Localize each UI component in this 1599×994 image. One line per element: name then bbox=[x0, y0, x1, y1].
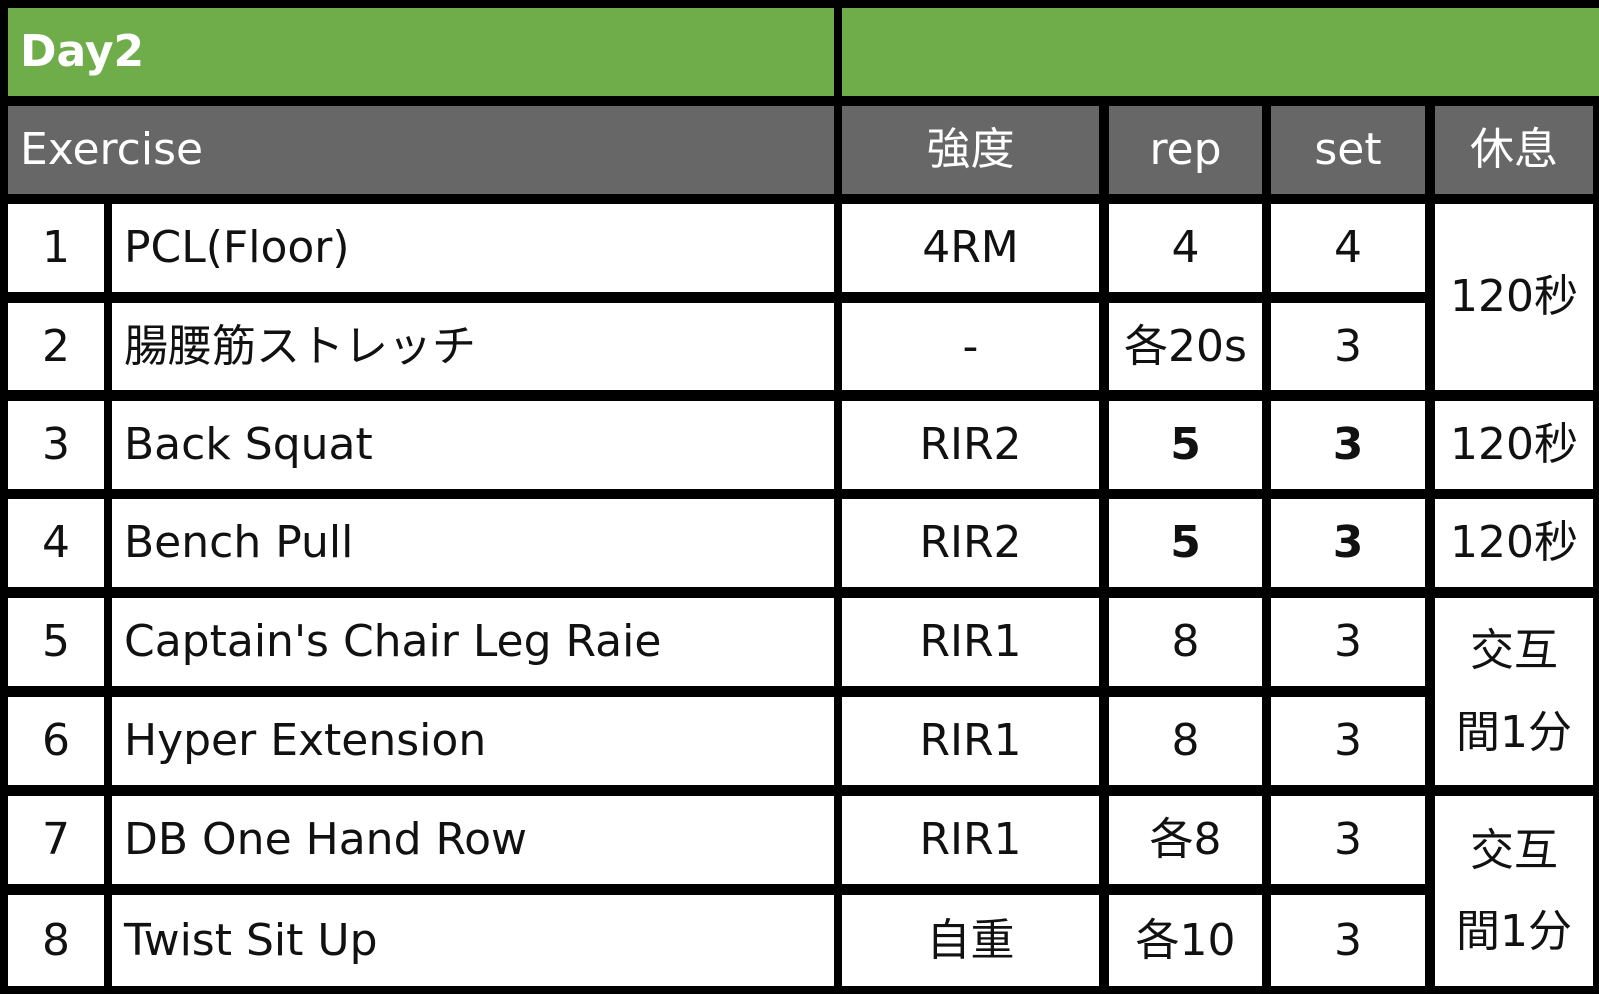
day-title: Day2 bbox=[8, 8, 834, 96]
exercise-name: Hyper Extension bbox=[112, 697, 834, 785]
rep-value: 各8 bbox=[1109, 796, 1262, 884]
exercise-name: PCL(Floor) bbox=[112, 204, 834, 292]
rest-line: 交互 bbox=[1470, 824, 1558, 876]
set-value: 3 bbox=[1271, 697, 1425, 785]
header-set: set bbox=[1271, 106, 1425, 194]
intensity-value: 自重 bbox=[842, 895, 1099, 986]
rep-value: 8 bbox=[1109, 598, 1262, 686]
rest-value: 交互 間1分 bbox=[1435, 598, 1593, 785]
row-number: 2 bbox=[8, 303, 104, 390]
exercise-name: Bench Pull bbox=[112, 499, 834, 587]
rest-value: 120秒 bbox=[1435, 401, 1593, 489]
set-value: 3 bbox=[1271, 303, 1425, 390]
intensity-value: RIR1 bbox=[842, 598, 1099, 686]
rest-line: 間1分 bbox=[1456, 906, 1572, 957]
row-number: 6 bbox=[8, 697, 104, 785]
row-number: 8 bbox=[8, 895, 104, 986]
set-value: 3 bbox=[1271, 598, 1425, 686]
header-intensity: 強度 bbox=[842, 106, 1099, 194]
intensity-value: 4RM bbox=[842, 204, 1099, 292]
intensity-value: - bbox=[842, 303, 1099, 390]
exercise-name: Captain's Chair Leg Raie bbox=[112, 598, 834, 686]
row-number: 7 bbox=[8, 796, 104, 884]
set-value: 3 bbox=[1271, 499, 1425, 587]
set-value: 3 bbox=[1271, 895, 1425, 986]
rep-value: 各10 bbox=[1109, 895, 1262, 986]
rep-value: 各20s bbox=[1109, 303, 1262, 390]
header-rest: 休息 bbox=[1435, 106, 1593, 194]
exercise-name: 腸腰筋ストレッチ bbox=[112, 303, 834, 390]
intensity-value: RIR1 bbox=[842, 697, 1099, 785]
row-number: 1 bbox=[8, 204, 104, 292]
rest-value: 120秒 bbox=[1435, 204, 1593, 390]
set-value: 3 bbox=[1271, 796, 1425, 884]
rest-value: 120秒 bbox=[1435, 499, 1593, 587]
row-number: 4 bbox=[8, 499, 104, 587]
rest-value: 交互 間1分 bbox=[1435, 796, 1593, 986]
intensity-value: RIR1 bbox=[842, 796, 1099, 884]
row-number: 3 bbox=[8, 401, 104, 489]
rep-value: 5 bbox=[1109, 401, 1262, 489]
exercise-name: DB One Hand Row bbox=[112, 796, 834, 884]
title-bar-right bbox=[842, 8, 1599, 96]
rep-value: 5 bbox=[1109, 499, 1262, 587]
rest-line: 交互 bbox=[1470, 625, 1558, 677]
set-value: 3 bbox=[1271, 401, 1425, 489]
set-value: 4 bbox=[1271, 204, 1425, 292]
rep-value: 4 bbox=[1109, 204, 1262, 292]
exercise-name: Back Squat bbox=[112, 401, 834, 489]
header-exercise: Exercise bbox=[8, 106, 834, 194]
intensity-value: RIR2 bbox=[842, 401, 1099, 489]
header-rep: rep bbox=[1109, 106, 1262, 194]
row-number: 5 bbox=[8, 598, 104, 686]
exercise-name: Twist Sit Up bbox=[112, 895, 834, 986]
rep-value: 8 bbox=[1109, 697, 1262, 785]
rest-line: 間1分 bbox=[1456, 706, 1572, 758]
intensity-value: RIR2 bbox=[842, 499, 1099, 587]
